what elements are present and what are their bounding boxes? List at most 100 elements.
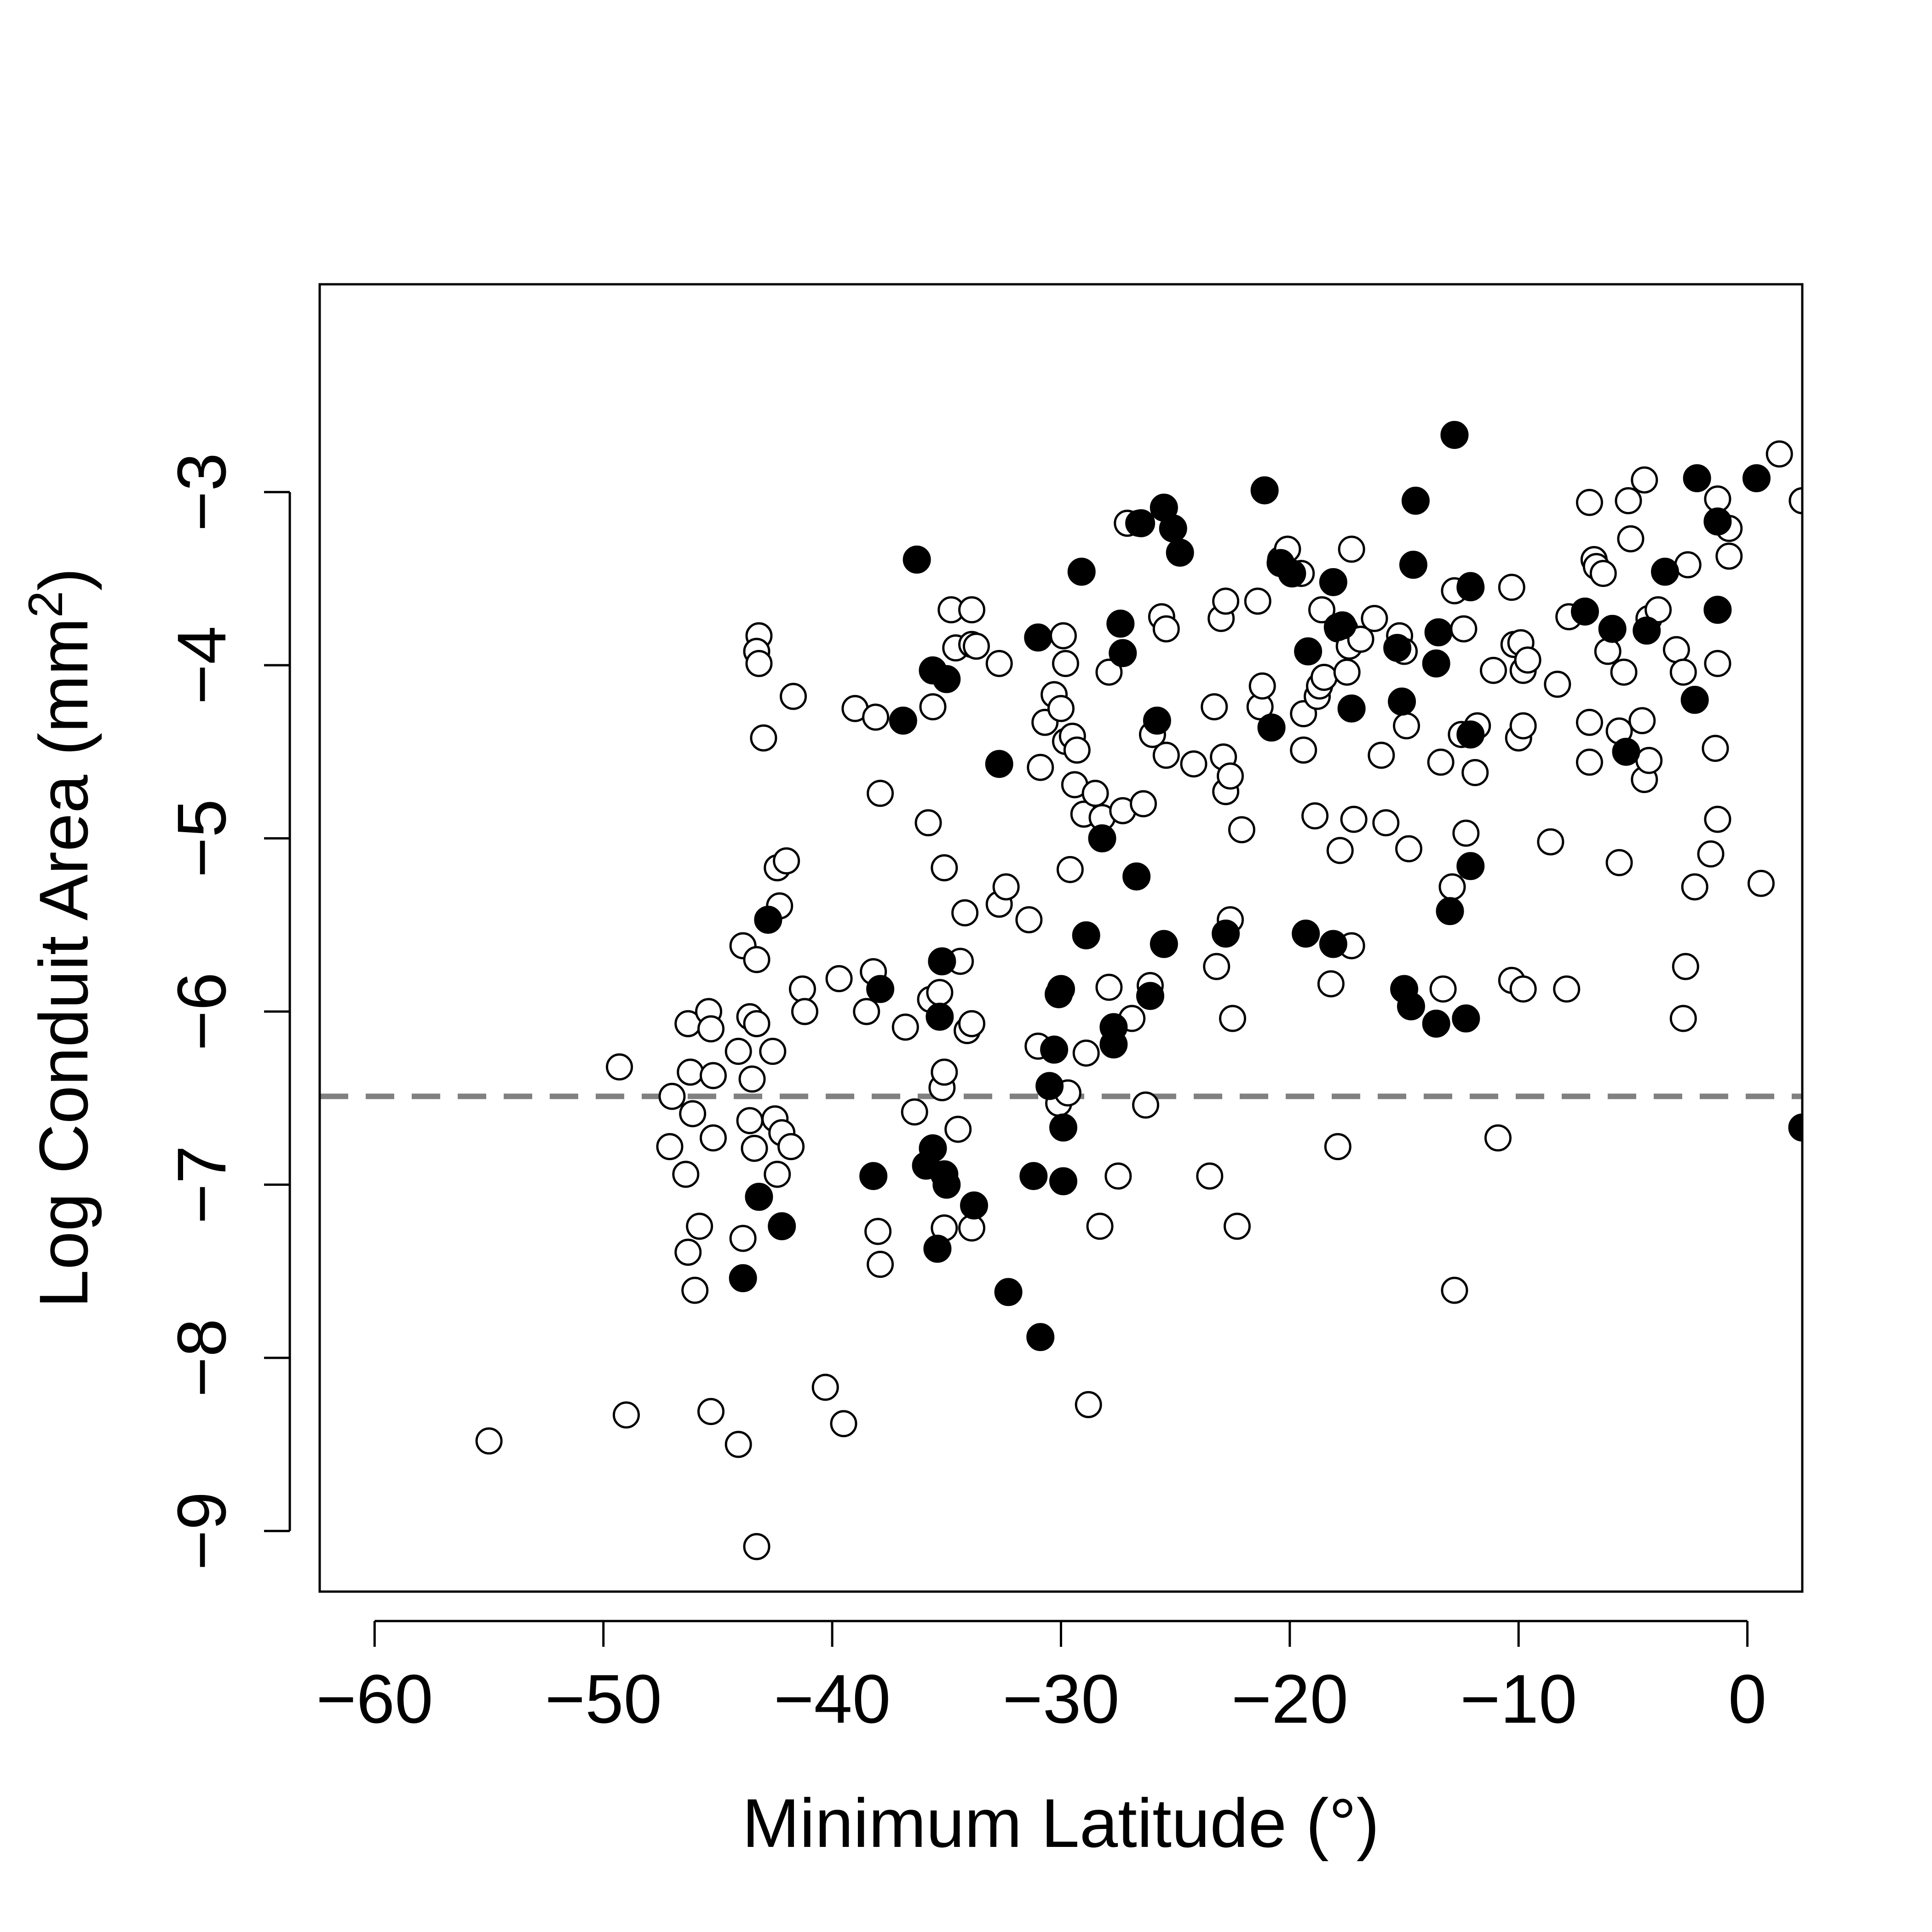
open-data-point <box>697 1015 725 1043</box>
open-data-point <box>1049 622 1077 650</box>
y-tick-label: −9 <box>163 1492 240 1570</box>
open-data-point <box>1509 975 1537 1003</box>
open-data-point <box>1081 780 1109 807</box>
filled-data-point <box>1399 551 1427 579</box>
open-data-point <box>1704 805 1731 833</box>
open-data-point <box>1347 626 1374 653</box>
filled-data-point <box>903 546 931 574</box>
filled-data-point <box>745 1183 773 1211</box>
x-tick-label: −10 <box>1460 1660 1577 1737</box>
filled-data-point <box>1072 921 1100 949</box>
open-data-point <box>697 1398 725 1426</box>
open-data-point <box>1438 873 1466 901</box>
open-data-point <box>914 809 942 837</box>
filled-data-point <box>994 1278 1023 1306</box>
open-data-point <box>951 899 979 926</box>
open-data-point <box>1544 671 1571 698</box>
x-tick-label: −50 <box>545 1660 662 1737</box>
filled-data-point <box>1651 558 1679 586</box>
filled-data-point <box>1026 1323 1055 1351</box>
filled-data-point <box>1328 611 1357 640</box>
open-data-point <box>1628 707 1656 735</box>
open-data-point <box>1196 1162 1224 1190</box>
open-data-point <box>672 1161 700 1188</box>
filled-data-point <box>1788 1113 1802 1142</box>
open-data-point <box>1452 819 1480 847</box>
open-data-point <box>743 1010 770 1037</box>
open-data-point <box>724 1038 752 1065</box>
open-data-point <box>1063 736 1091 764</box>
open-data-point <box>864 1218 892 1245</box>
filled-data-point <box>1456 720 1485 749</box>
open-data-point <box>853 998 880 1025</box>
open-data-point <box>958 1010 986 1037</box>
open-data-point <box>656 1133 684 1161</box>
filled-data-point <box>932 1170 961 1199</box>
filled-data-point <box>923 1235 952 1263</box>
open-data-point <box>1681 873 1708 901</box>
open-data-point <box>830 1410 857 1438</box>
open-data-point <box>1484 1124 1512 1152</box>
open-data-point <box>1095 658 1123 686</box>
open-data-point <box>674 1238 702 1266</box>
filled-data-point <box>1212 920 1240 948</box>
open-data-point <box>1324 1133 1351 1161</box>
plot-frame <box>318 283 1804 1593</box>
open-data-point <box>681 1276 709 1304</box>
open-data-point <box>612 1401 640 1429</box>
open-data-point <box>1340 805 1368 833</box>
open-data-point <box>1788 487 1802 515</box>
open-data-point <box>1427 748 1455 776</box>
open-data-point <box>1072 1039 1100 1067</box>
y-tick-label: −3 <box>163 453 240 531</box>
open-data-point <box>985 650 1013 677</box>
open-data-point <box>1514 646 1541 674</box>
open-data-point <box>1594 638 1622 665</box>
open-data-point <box>1697 840 1725 868</box>
open-data-point <box>825 965 853 992</box>
filled-data-point <box>1424 618 1453 647</box>
open-data-point <box>788 975 816 1003</box>
open-data-point <box>1480 656 1507 684</box>
filled-data-point <box>768 1212 796 1241</box>
x-axis-title: Minimum Latitude (°) <box>742 1784 1379 1862</box>
filled-data-point <box>1067 558 1096 586</box>
open-data-point <box>1317 970 1345 998</box>
filled-data-point <box>1337 694 1366 723</box>
open-data-point <box>745 650 773 677</box>
filled-data-point <box>1040 1035 1069 1064</box>
filled-data-point <box>1250 476 1279 505</box>
open-data-point <box>1219 1005 1247 1032</box>
filled-data-point <box>1703 507 1732 536</box>
open-data-point <box>931 854 958 882</box>
open-data-point <box>677 1058 704 1086</box>
open-data-point <box>1498 574 1525 601</box>
open-data-point <box>1537 828 1564 856</box>
filled-data-point <box>1440 420 1469 449</box>
open-data-point <box>741 1134 768 1162</box>
open-data-point <box>777 1133 805 1161</box>
filled-data-point <box>1278 559 1306 588</box>
open-data-point <box>1130 790 1157 817</box>
open-data-point <box>1075 1391 1102 1418</box>
filled-data-point <box>1136 982 1164 1010</box>
open-data-point <box>1152 615 1180 643</box>
open-data-point <box>901 1098 928 1126</box>
open-data-point <box>686 1213 713 1240</box>
open-data-point <box>1333 658 1361 686</box>
open-data-point <box>738 1065 766 1093</box>
y-tick-label: −8 <box>163 1318 240 1397</box>
filled-data-point <box>932 665 961 693</box>
open-data-point <box>1644 596 1672 624</box>
x-tick-label: −20 <box>1231 1660 1348 1737</box>
open-data-point <box>1201 693 1228 720</box>
open-data-point <box>919 693 947 720</box>
open-data-point <box>1576 748 1603 776</box>
open-data-point <box>1617 525 1644 552</box>
open-data-point <box>1152 742 1180 769</box>
filled-data-point <box>1422 649 1450 678</box>
open-data-point <box>780 683 807 710</box>
y-axis-title: Log Conduit Area (mm2) <box>19 568 102 1308</box>
open-data-point <box>862 703 890 731</box>
